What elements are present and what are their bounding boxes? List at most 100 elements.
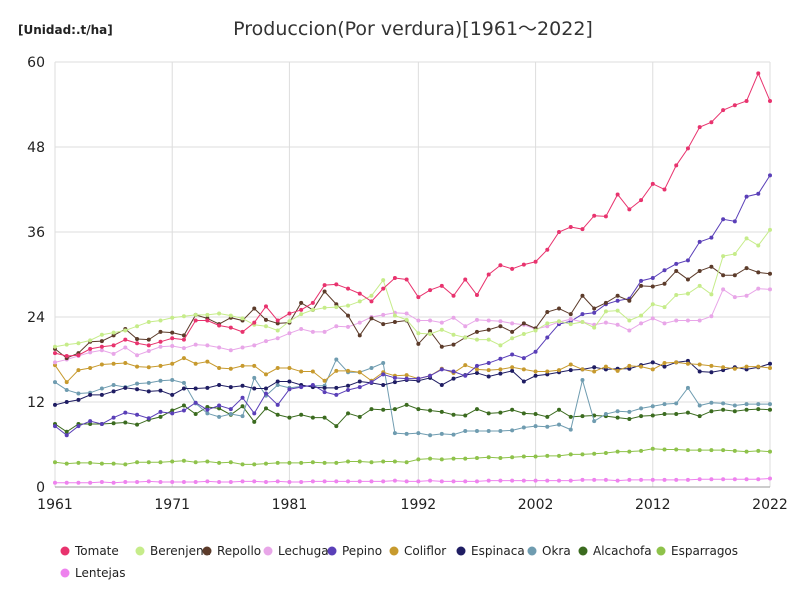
data-point xyxy=(439,344,444,349)
data-point xyxy=(662,281,667,286)
data-point xyxy=(76,391,81,396)
data-point xyxy=(521,411,526,416)
series-line xyxy=(54,288,771,363)
data-point xyxy=(111,389,116,394)
data-point xyxy=(709,120,714,125)
data-point xyxy=(217,366,222,370)
x-tick-label: 1981 xyxy=(272,497,308,513)
data-point xyxy=(346,303,351,308)
data-point xyxy=(334,460,339,465)
data-point xyxy=(533,369,538,374)
data-point xyxy=(76,460,81,465)
data-point xyxy=(463,277,468,282)
data-point xyxy=(369,366,374,370)
data-point xyxy=(697,369,702,374)
data-point xyxy=(674,163,679,168)
data-point xyxy=(334,305,339,310)
data-point xyxy=(639,477,644,482)
data-point xyxy=(627,449,632,454)
data-point xyxy=(521,367,526,372)
data-point xyxy=(650,360,655,365)
legend-marker xyxy=(578,546,588,556)
data-point xyxy=(275,412,280,417)
data-point xyxy=(568,225,573,230)
series-line xyxy=(54,266,771,359)
data-point xyxy=(615,415,620,420)
data-point xyxy=(498,410,503,415)
data-point xyxy=(404,431,409,436)
data-point xyxy=(275,366,280,370)
data-point xyxy=(756,270,761,275)
data-point xyxy=(240,329,245,334)
data-point xyxy=(498,429,503,434)
data-point xyxy=(88,392,93,397)
data-point xyxy=(486,337,491,342)
data-point xyxy=(99,386,104,391)
data-point xyxy=(64,480,69,485)
series-berenjena xyxy=(53,227,772,349)
data-point xyxy=(768,271,772,276)
data-point xyxy=(381,286,386,291)
data-point xyxy=(228,407,233,412)
data-point xyxy=(639,313,644,318)
data-point xyxy=(510,455,515,460)
series-lechuga xyxy=(53,286,772,365)
data-point xyxy=(181,403,186,408)
legend-item: Repollo xyxy=(202,544,261,558)
data-point xyxy=(252,375,257,380)
legend: Tomate Berenjena Repollo Lechuga Pepino Colif… xyxy=(60,544,738,580)
data-point xyxy=(135,324,140,329)
data-point xyxy=(111,361,116,366)
legend-label: Lechuga xyxy=(278,544,329,558)
data-point xyxy=(580,477,585,482)
series-line xyxy=(54,360,771,406)
series-line xyxy=(54,72,771,357)
data-point xyxy=(428,433,433,438)
legend-label: Repollo xyxy=(217,544,261,558)
data-point xyxy=(474,429,479,434)
data-point xyxy=(263,304,268,309)
data-point xyxy=(369,293,374,298)
data-point xyxy=(451,412,456,417)
data-point xyxy=(252,320,257,325)
data-point xyxy=(545,310,550,315)
data-point xyxy=(193,400,198,405)
data-point xyxy=(451,293,456,298)
data-point xyxy=(299,307,304,312)
data-point xyxy=(252,386,257,391)
data-point xyxy=(674,401,679,406)
data-point xyxy=(334,385,339,390)
data-point xyxy=(357,370,362,375)
data-point xyxy=(346,459,351,464)
data-point xyxy=(756,191,761,196)
x-tick-label: 1971 xyxy=(154,497,190,513)
data-point xyxy=(334,302,339,307)
legend-item: Okra xyxy=(527,544,571,558)
data-point xyxy=(193,361,198,366)
data-point xyxy=(592,365,597,370)
data-point xyxy=(287,460,292,465)
data-point xyxy=(158,378,163,383)
data-point xyxy=(357,333,362,338)
series-esparragos xyxy=(53,446,772,467)
data-point xyxy=(510,321,515,326)
data-point xyxy=(228,460,233,465)
data-point xyxy=(498,367,503,372)
data-point xyxy=(627,207,632,212)
data-point xyxy=(310,479,315,484)
data-point xyxy=(123,328,128,333)
data-point xyxy=(615,298,620,303)
data-point xyxy=(205,318,210,323)
data-point xyxy=(721,287,726,292)
data-point xyxy=(111,351,116,356)
data-point xyxy=(404,376,409,381)
data-point xyxy=(744,236,749,241)
data-point xyxy=(170,459,175,464)
data-point xyxy=(603,320,608,325)
data-point xyxy=(357,479,362,484)
data-point xyxy=(334,424,339,429)
legend-marker xyxy=(389,546,399,556)
data-point xyxy=(674,261,679,266)
data-point xyxy=(486,478,491,483)
series-tomate xyxy=(53,71,772,358)
